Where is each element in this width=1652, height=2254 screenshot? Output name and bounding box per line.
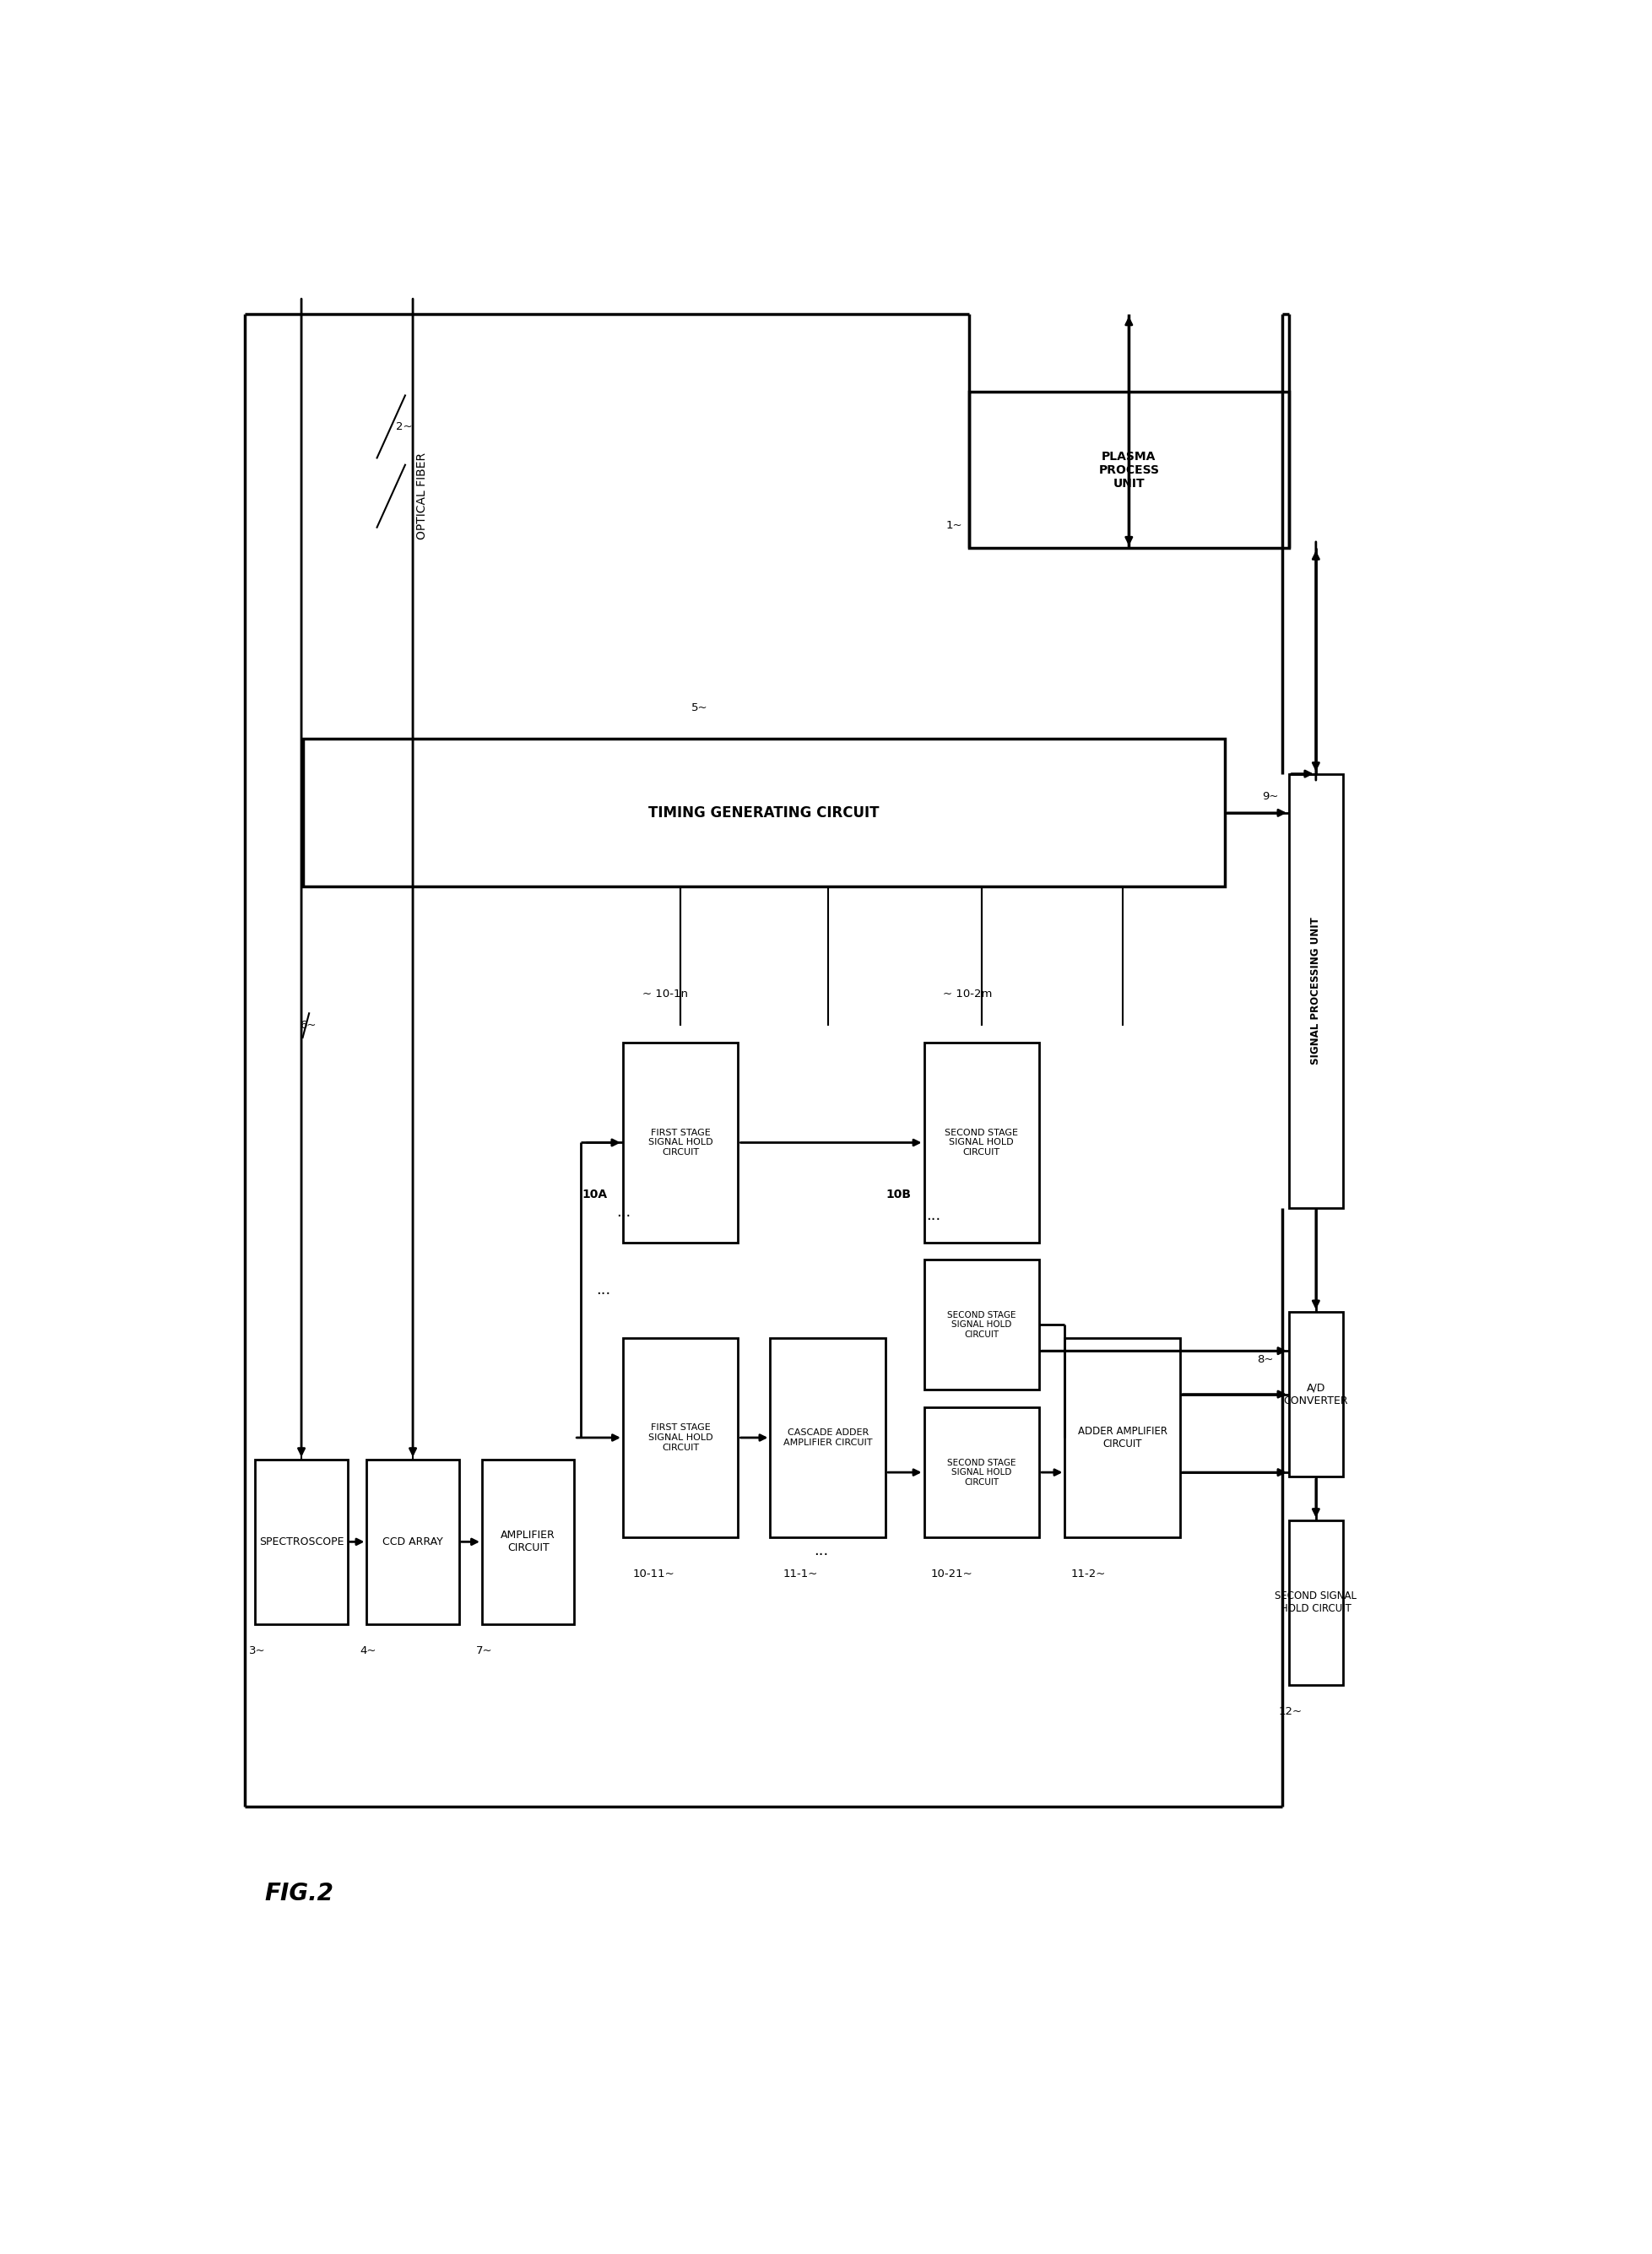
Bar — [1289, 1312, 1341, 1476]
Text: 11-1~: 11-1~ — [783, 1569, 818, 1580]
Bar — [623, 1339, 738, 1537]
Text: CASCADE ADDER
AMPLIFIER CIRCUIT: CASCADE ADDER AMPLIFIER CIRCUIT — [783, 1429, 872, 1447]
Bar — [923, 1406, 1039, 1537]
Text: 10A: 10A — [582, 1188, 606, 1201]
Bar — [254, 1458, 347, 1625]
Text: 11-2~: 11-2~ — [1070, 1569, 1105, 1580]
Text: ...: ... — [927, 1208, 940, 1224]
Text: 10-21~: 10-21~ — [930, 1569, 971, 1580]
Bar — [1289, 1519, 1341, 1686]
Text: CCD ARRAY: CCD ARRAY — [382, 1537, 443, 1546]
Bar — [482, 1458, 573, 1625]
Text: ~ 10-2m: ~ 10-2m — [943, 990, 991, 999]
Text: 5~: 5~ — [691, 703, 707, 712]
Bar — [1064, 1339, 1180, 1537]
Text: SECOND SIGNAL
HOLD CIRCUIT: SECOND SIGNAL HOLD CIRCUIT — [1274, 1591, 1356, 1614]
Text: 10B: 10B — [885, 1188, 910, 1201]
Bar — [923, 1044, 1039, 1242]
Text: PLASMA
PROCESS
UNIT: PLASMA PROCESS UNIT — [1099, 451, 1158, 489]
Bar — [923, 1260, 1039, 1391]
Text: ~ 10-1n: ~ 10-1n — [641, 990, 687, 999]
Bar — [302, 739, 1224, 886]
Text: ...: ... — [596, 1283, 611, 1298]
Text: 4~: 4~ — [360, 1645, 377, 1657]
Text: ...: ... — [616, 1204, 631, 1219]
Text: TIMING GENERATING CIRCUIT: TIMING GENERATING CIRCUIT — [648, 805, 879, 820]
Text: SECOND STAGE
SIGNAL HOLD
CIRCUIT: SECOND STAGE SIGNAL HOLD CIRCUIT — [947, 1312, 1016, 1339]
Text: FIG.2: FIG.2 — [264, 1882, 334, 1905]
Text: AMPLIFIER
CIRCUIT: AMPLIFIER CIRCUIT — [501, 1530, 555, 1553]
Text: 2~: 2~ — [396, 421, 413, 433]
Bar — [1289, 773, 1341, 1208]
Text: ...: ... — [814, 1544, 828, 1558]
Text: 1~: 1~ — [945, 521, 961, 530]
Text: OPTICAL FIBER: OPTICAL FIBER — [416, 453, 428, 539]
Text: SIGNAL PROCESSING UNIT: SIGNAL PROCESSING UNIT — [1310, 917, 1320, 1064]
Text: 8~: 8~ — [1257, 1355, 1274, 1366]
Text: SECOND STAGE
SIGNAL HOLD
CIRCUIT: SECOND STAGE SIGNAL HOLD CIRCUIT — [945, 1129, 1018, 1156]
Text: SECOND STAGE
SIGNAL HOLD
CIRCUIT: SECOND STAGE SIGNAL HOLD CIRCUIT — [947, 1458, 1016, 1485]
Text: 7~: 7~ — [476, 1645, 492, 1657]
Text: FIRST STAGE
SIGNAL HOLD
CIRCUIT: FIRST STAGE SIGNAL HOLD CIRCUIT — [648, 1129, 712, 1156]
Text: A/D
CONVERTER: A/D CONVERTER — [1284, 1382, 1348, 1406]
Bar — [623, 1044, 738, 1242]
Text: 9~: 9~ — [1262, 791, 1279, 802]
Text: 10-11~: 10-11~ — [633, 1569, 674, 1580]
Text: 3~: 3~ — [249, 1645, 266, 1657]
Text: 12~: 12~ — [1279, 1706, 1302, 1718]
Bar — [968, 392, 1289, 548]
Text: FIRST STAGE
SIGNAL HOLD
CIRCUIT: FIRST STAGE SIGNAL HOLD CIRCUIT — [648, 1425, 712, 1452]
Bar — [770, 1339, 885, 1537]
Bar — [367, 1458, 459, 1625]
Text: SPECTROSCOPE: SPECTROSCOPE — [259, 1537, 344, 1546]
Text: 6~: 6~ — [301, 1021, 317, 1030]
Text: ADDER AMPLIFIER
CIRCUIT: ADDER AMPLIFIER CIRCUIT — [1077, 1427, 1166, 1449]
